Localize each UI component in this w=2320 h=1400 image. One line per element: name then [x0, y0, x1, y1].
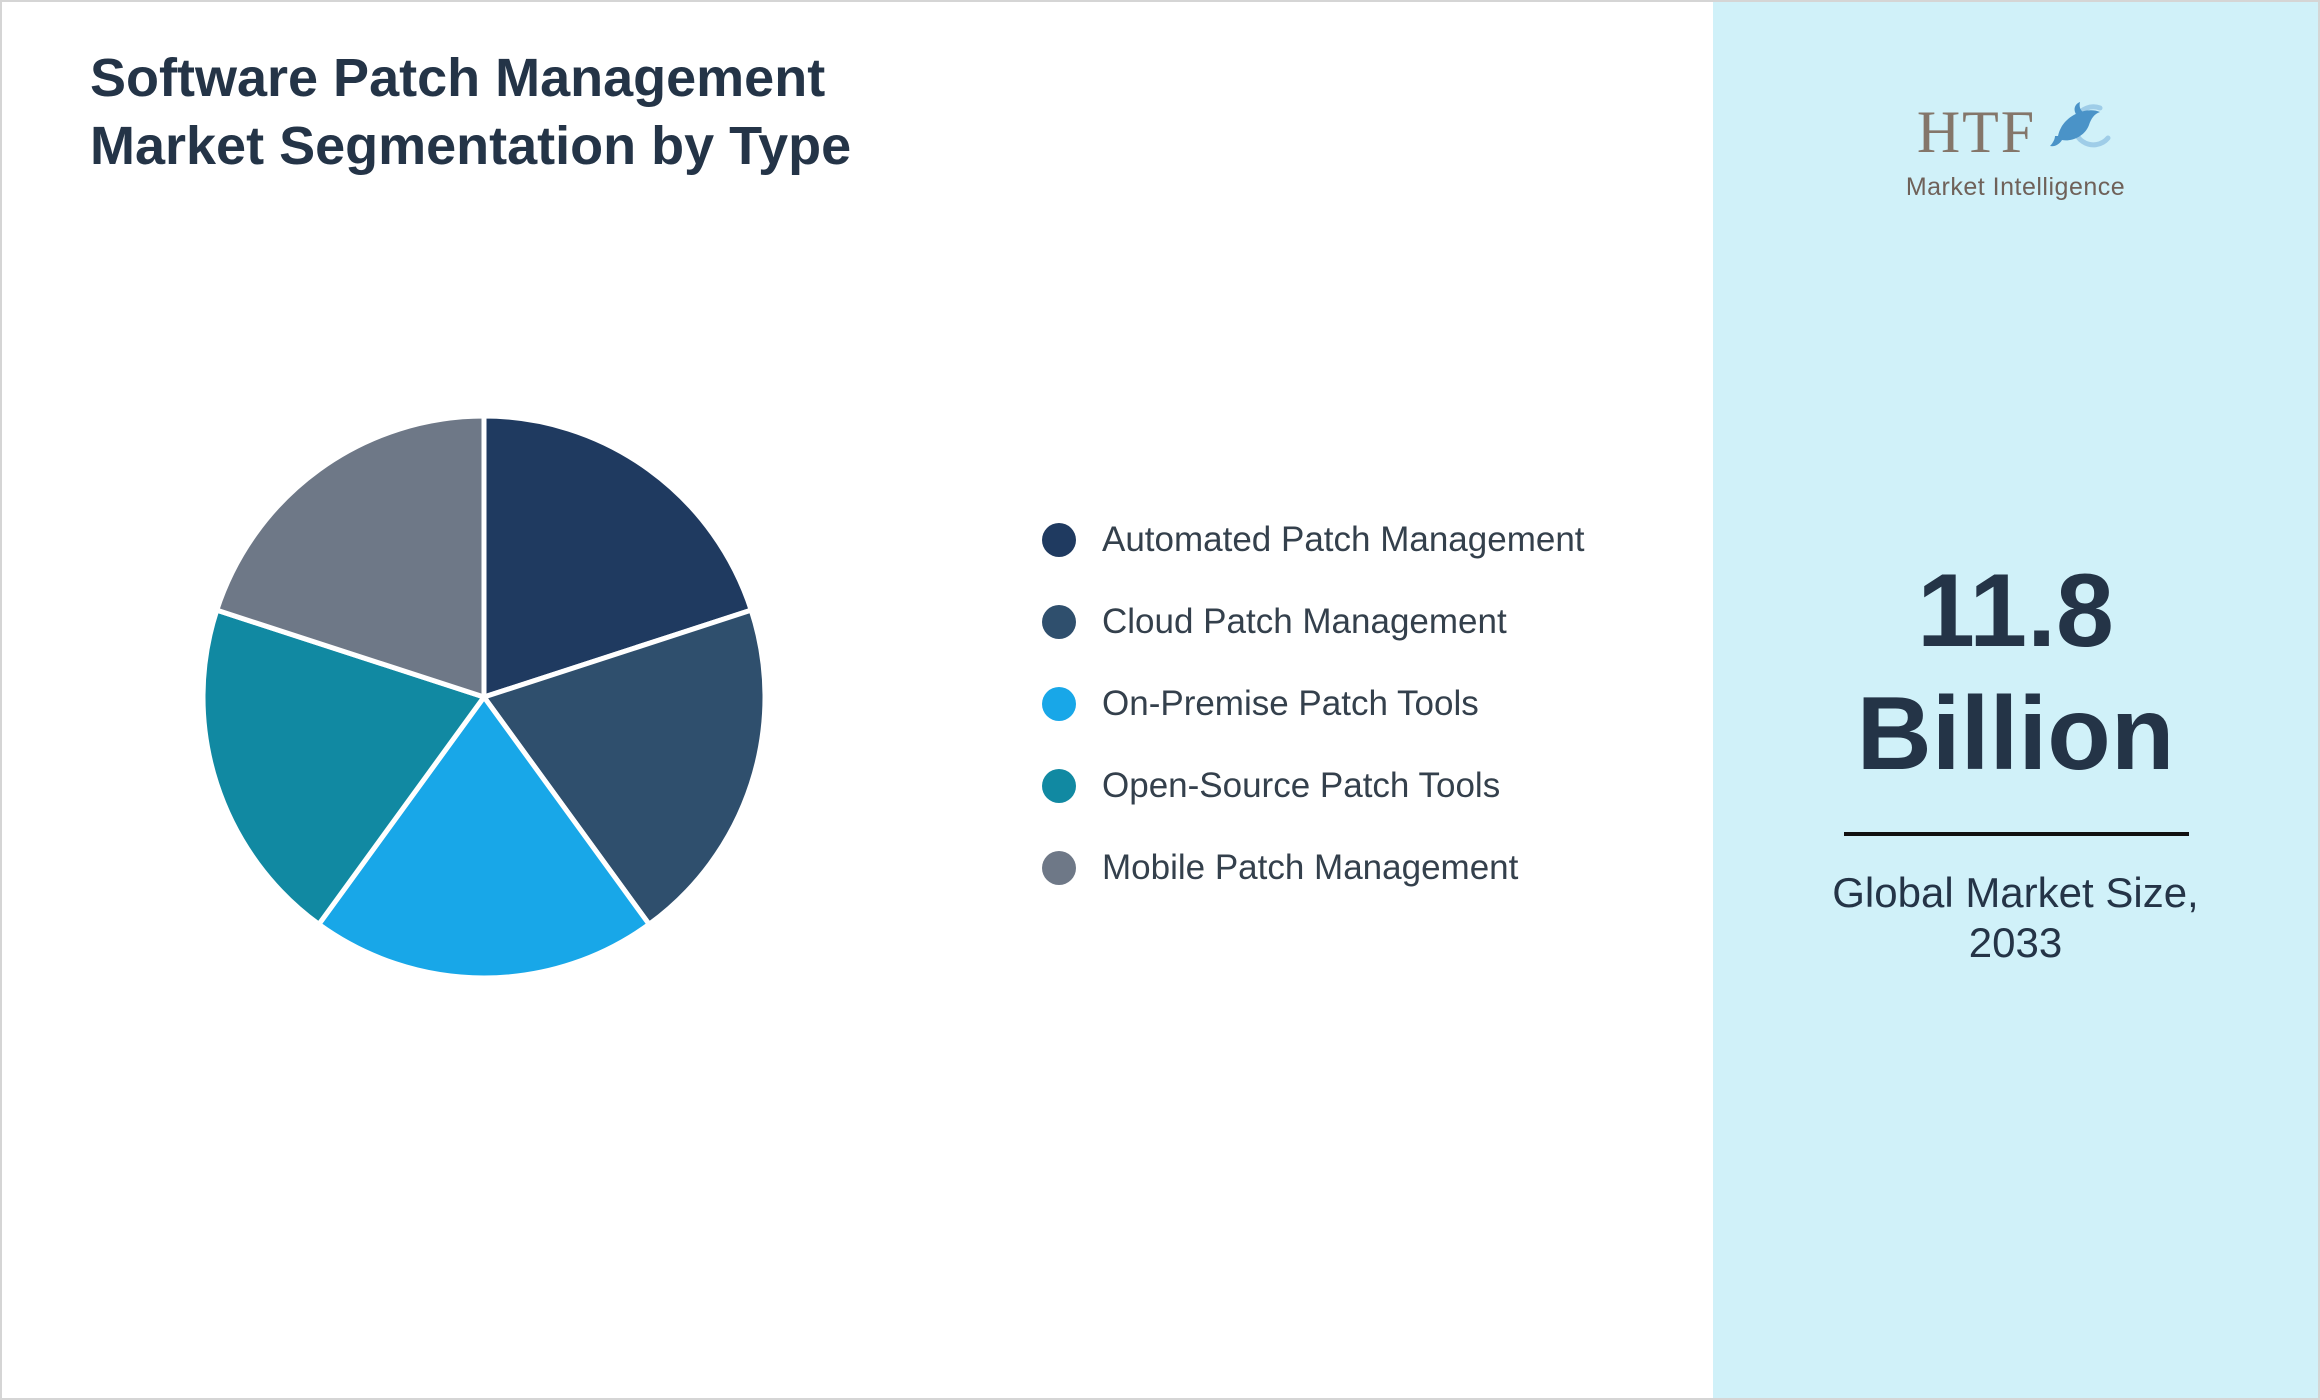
caption-line1: Global Market Size,: [1832, 869, 2199, 916]
pie-slice: [200, 607, 487, 927]
page-title-line1: Software Patch Management: [90, 48, 826, 108]
legend-label: On-Premise Patch Tools: [1102, 684, 1479, 723]
pie-slice: [481, 413, 754, 700]
legend-label: Mobile Patch Management: [1102, 848, 1519, 887]
legend-dot: [1042, 523, 1076, 557]
brand-logo: HTF Market Intelligence: [1713, 94, 2318, 202]
legend-item: Cloud Patch Management: [1042, 602, 1585, 642]
market-size-caption: Global Market Size, 2033: [1713, 868, 2318, 969]
legend-dot: [1042, 605, 1076, 639]
legend-item: Automated Patch Management: [1042, 520, 1585, 560]
pie-slice: [214, 413, 487, 700]
legend-item: On-Premise Patch Tools: [1042, 684, 1585, 724]
divider-line: [1843, 832, 2189, 836]
pie-chart-container: [184, 397, 784, 997]
dolphin-logo-icon: [2042, 94, 2114, 171]
legend-item: Mobile Patch Management: [1042, 848, 1585, 888]
page-title-line2: Market Segmentation by Type: [90, 116, 852, 176]
caption-line2: 2033: [1968, 919, 2063, 967]
page-title: Software Patch Management Market Segment…: [90, 44, 851, 180]
market-size-value: 11.8 Billion: [1713, 550, 2318, 795]
side-panel: HTF Market Intelligence 11.8 Billion Glo…: [1713, 2, 2318, 1398]
legend-item: Open-Source Patch Tools: [1042, 766, 1585, 806]
market-size-unit: Billion: [1856, 675, 2175, 792]
pie-chart: [200, 413, 768, 981]
pie-slice: [316, 694, 652, 981]
pie-slice: [481, 607, 768, 927]
legend-dot: [1042, 851, 1076, 885]
legend-label: Open-Source Patch Tools: [1102, 766, 1501, 805]
brand-logo-text: HTF: [1916, 99, 2037, 165]
legend-dot: [1042, 687, 1076, 721]
legend-label: Cloud Patch Management: [1102, 602, 1507, 641]
market-size-number: 11.8: [1917, 553, 2114, 669]
legend-label: Automated Patch Management: [1102, 520, 1585, 559]
legend-dot: [1042, 769, 1076, 803]
legend: Automated Patch Management Cloud Patch Ma…: [1042, 520, 1585, 888]
brand-logo-subtext: Market Intelligence: [1905, 173, 2126, 201]
